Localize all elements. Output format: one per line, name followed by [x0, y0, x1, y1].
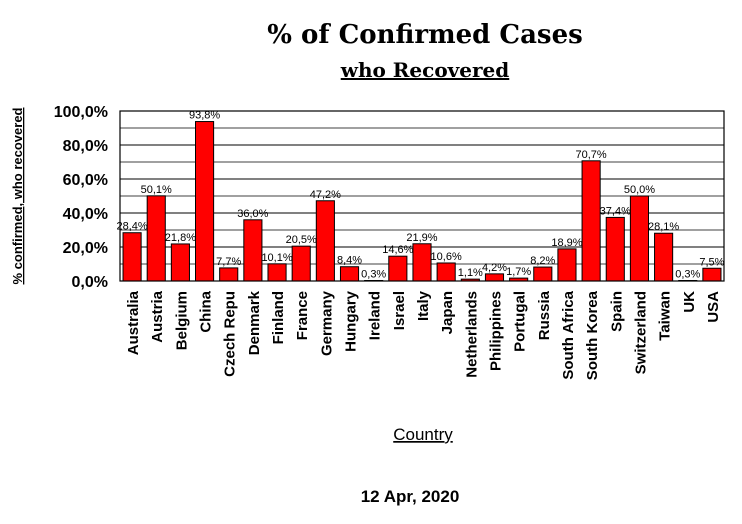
x-tick-label: Ireland — [367, 291, 384, 340]
bar — [219, 267, 239, 282]
data-label: 4,2% — [482, 262, 507, 274]
data-label: 50,0% — [624, 184, 655, 196]
data-label: 20,5% — [286, 234, 317, 246]
data-label: 1,7% — [506, 266, 531, 278]
bar — [146, 195, 166, 282]
data-label: 8,4% — [337, 255, 362, 267]
bar — [388, 255, 408, 282]
x-tick-label: Philippines — [487, 291, 504, 371]
chart-date: 12 Apr, 2020 — [361, 487, 460, 506]
data-label: 1,1% — [458, 267, 483, 279]
data-label: 37,4% — [600, 205, 631, 217]
bar — [629, 195, 650, 282]
x-tick-label: Israel — [391, 291, 408, 330]
bar — [339, 266, 360, 282]
y-tick-label: 0,0% — [72, 274, 108, 291]
bar — [267, 263, 287, 282]
bar — [436, 262, 456, 282]
bar — [243, 219, 263, 282]
bar — [533, 266, 553, 282]
x-tick-label: Spain — [608, 291, 625, 332]
y-tick-label: 80,0% — [63, 138, 108, 155]
x-tick-label: Netherlands — [463, 291, 480, 378]
data-label: 10,6% — [431, 251, 462, 263]
data-labels: 28,4% 50,1% 21,8% 93,8% 7,7% 36,0% 10,1% 20,5% 4… — [116, 110, 724, 281]
x-tick-label: Italy — [415, 290, 432, 321]
data-label: 28,1% — [648, 221, 679, 233]
plot-area-frame — [119, 110, 725, 282]
bar — [702, 267, 722, 282]
data-label: 14,6% — [382, 244, 413, 256]
bar — [195, 121, 215, 282]
x-tick-label: Russia — [536, 290, 553, 340]
bar — [557, 248, 577, 282]
chart-title: % of Confirmed Cases — [267, 20, 583, 50]
data-label: 21,8% — [165, 232, 196, 244]
data-label: 7,5% — [699, 256, 724, 268]
x-tick-label: Switzerland — [632, 291, 649, 374]
y-axis-ticks: 0,0% 20,0% 40,0% 60,0% 80,0% 100,0% — [54, 104, 108, 291]
x-tick-label: Germany — [318, 290, 335, 356]
y-tick-label: 100,0% — [54, 104, 108, 121]
x-tick-label: South Africa — [560, 290, 577, 379]
data-label: 28,4% — [116, 221, 147, 233]
x-tick-label: China — [198, 290, 215, 332]
data-label: 70,7% — [576, 149, 607, 161]
data-label: 93,8% — [189, 110, 220, 122]
data-label: 0,3% — [675, 268, 700, 280]
x-tick-label: Japan — [439, 291, 456, 334]
chart-subtitle: who Recovered — [340, 58, 510, 82]
x-tick-label: South Korea — [584, 290, 601, 380]
x-tick-label: Czech Repu — [222, 291, 239, 377]
x-tick-label: UK — [681, 291, 698, 313]
bar — [484, 273, 505, 282]
bar — [412, 243, 432, 282]
bar — [170, 243, 190, 282]
x-axis-label: Country — [393, 425, 453, 444]
data-label: 7,7% — [216, 256, 241, 268]
data-label: 47,2% — [310, 189, 341, 201]
bar — [654, 232, 674, 282]
x-axis-ticks: Australia Austria Belgium China Czech Repu De… — [125, 290, 722, 380]
x-tick-label: Austria — [149, 290, 166, 342]
x-tick-label: USA — [705, 291, 722, 323]
data-label: 8,2% — [530, 255, 555, 267]
x-tick-label: Taiwan — [657, 291, 674, 341]
y-tick-label: 20,0% — [63, 240, 108, 257]
data-label: 0,3% — [361, 268, 386, 280]
x-tick-label: Hungary — [343, 290, 360, 352]
bar — [315, 200, 335, 282]
data-label: 21,9% — [406, 232, 437, 244]
bar — [291, 245, 311, 282]
x-tick-label: Portugal — [512, 291, 529, 352]
bar — [605, 216, 625, 282]
bar — [581, 160, 601, 282]
x-tick-label: Finland — [270, 291, 287, 344]
data-label: 50,1% — [141, 184, 172, 196]
x-tick-label: France — [294, 291, 311, 340]
x-tick-label: Australia — [125, 290, 142, 355]
x-tick-label: Denmark — [246, 290, 263, 355]
bar — [122, 232, 142, 282]
data-label: 18,9% — [551, 237, 582, 249]
data-label: 36,0% — [237, 208, 268, 220]
y-axis-label: % confirmed, who recovered — [10, 107, 25, 284]
data-label: 10,1% — [261, 252, 292, 264]
x-tick-label: Belgium — [173, 291, 190, 350]
y-tick-label: 40,0% — [63, 206, 108, 223]
y-tick-label: 60,0% — [63, 172, 108, 189]
